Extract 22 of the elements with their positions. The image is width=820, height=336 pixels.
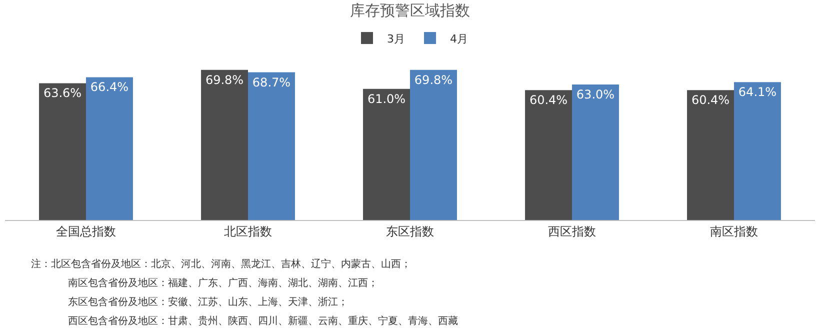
data-label: 66.4% <box>90 80 129 94</box>
text: 注：北区包含省份及地区：北京、河北、河南、黑龙江、吉林、辽宁、内蒙古、山西； <box>31 258 411 270</box>
data-label: 63.6% <box>43 86 82 100</box>
text: 东区包含省份及地区：安徽、江苏、山东、上海、天津、浙江； <box>68 296 348 308</box>
x-tick-label: 南区指数 <box>710 224 758 238</box>
x-tick-label: 北区指数 <box>224 224 272 238</box>
data-label: 69.8% <box>414 72 453 87</box>
legend-label: 4月 <box>450 32 468 46</box>
chart-title: 库存预警区域指数 <box>350 2 470 20</box>
legend-label: 3月 <box>387 32 405 46</box>
x-tick-label: 东区指数 <box>386 224 434 238</box>
data-label: 60.4% <box>529 93 568 108</box>
x-tick-label: 西区指数 <box>548 224 596 238</box>
data-label: 69.8% <box>205 72 244 87</box>
data-label: 64.1% <box>738 85 777 100</box>
x-tick-label: 全国总指数 <box>56 224 116 238</box>
data-label: 60.4% <box>691 93 730 108</box>
data-label: 68.7% <box>252 75 291 90</box>
data-label: 63.0% <box>576 88 615 102</box>
data-label: 61.0% <box>367 92 406 106</box>
text: 西区包含省份及地区：甘肃、贵州、陕西、四川、新疆、云南、重庆、宁夏、青海、西藏 <box>68 315 458 327</box>
text: 南区包含省份及地区：福建、广东、广西、海南、湖北、湖南、江西； <box>68 277 378 289</box>
